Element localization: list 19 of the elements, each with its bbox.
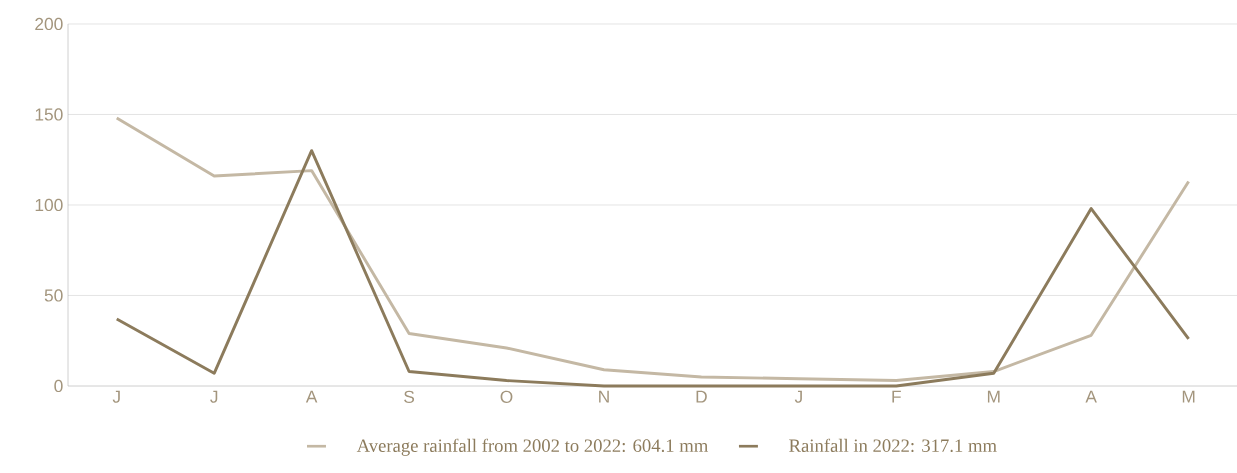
x-tick-label: D bbox=[696, 390, 707, 403]
x-tick-label: N bbox=[599, 390, 609, 403]
x-tick-label: F bbox=[892, 390, 901, 403]
x-tick-label: S bbox=[404, 390, 415, 403]
y-tick-label: 0 bbox=[54, 379, 63, 393]
legend-label: Rainfall in 2022: 317.1 mm bbox=[789, 438, 997, 453]
x-tick-label: A bbox=[1085, 390, 1097, 403]
x-tick-label: J bbox=[794, 390, 802, 403]
x-tick-label: A bbox=[305, 390, 318, 403]
y-tick-label: 200 bbox=[35, 17, 63, 31]
y-tick-label: 100 bbox=[35, 198, 63, 212]
x-tick-label: M bbox=[987, 390, 1000, 403]
x-tick-label: J bbox=[210, 390, 218, 403]
legend-label: Average rainfall from 2002 to 2022: 604.1 mm bbox=[356, 438, 709, 456]
y-tick-label: 50 bbox=[44, 289, 63, 302]
y-tick-label: 150 bbox=[35, 108, 63, 121]
x-tick-label: O bbox=[500, 390, 513, 403]
x-tick-label: M bbox=[1182, 390, 1195, 403]
x-tick-label: J bbox=[112, 390, 120, 403]
